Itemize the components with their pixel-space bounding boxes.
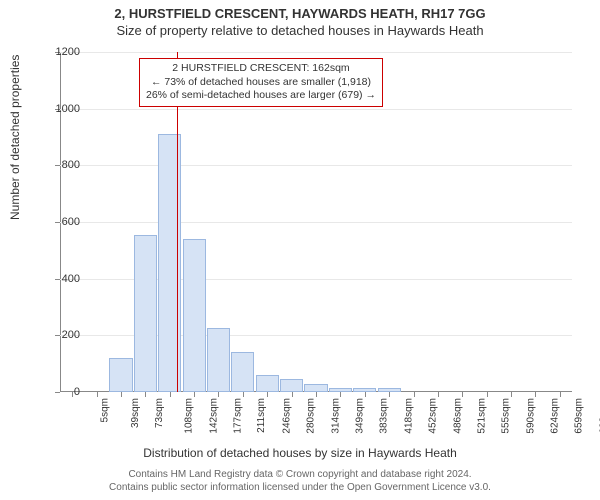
x-tick-label: 73sqm <box>154 398 165 428</box>
y-tick-label: 1200 <box>30 46 80 58</box>
x-tick-mark <box>389 392 390 397</box>
plot-area: 5sqm39sqm73sqm108sqm142sqm177sqm211sqm24… <box>60 52 572 392</box>
page-title: 2, HURSTFIELD CRESCENT, HAYWARDS HEATH, … <box>0 0 600 21</box>
histogram-bar <box>134 235 157 392</box>
grid-line <box>60 109 572 110</box>
x-tick-label: 383sqm <box>379 398 390 434</box>
footer-line-2: Contains public sector information licen… <box>0 482 600 495</box>
annotation-line: 2 HURSTFIELD CRESCENT: 162sqm <box>146 62 376 76</box>
x-tick-mark <box>414 392 415 397</box>
x-tick-label: 555sqm <box>501 398 512 434</box>
grid-line <box>60 52 572 53</box>
x-tick-label: 246sqm <box>281 398 292 434</box>
annotation-line: 26% of semi-detached houses are larger (… <box>146 89 376 103</box>
x-tick-label: 108sqm <box>184 398 195 434</box>
x-tick-mark <box>243 392 244 397</box>
x-axis-title: Distribution of detached houses by size … <box>0 446 600 460</box>
x-tick-mark <box>560 392 561 397</box>
histogram-bar <box>280 379 303 392</box>
x-tick-label: 486sqm <box>452 398 463 434</box>
x-tick-label: 314sqm <box>330 398 341 434</box>
histogram-bar <box>207 328 230 392</box>
x-tick-label: 659sqm <box>574 398 585 434</box>
x-tick-mark <box>365 392 366 397</box>
x-tick-mark <box>292 392 293 397</box>
histogram-bar <box>109 358 132 392</box>
x-tick-mark <box>194 392 195 397</box>
grid-line <box>60 222 572 223</box>
x-tick-label: 349sqm <box>355 398 366 434</box>
x-tick-mark <box>340 392 341 397</box>
x-tick-mark <box>316 392 317 397</box>
x-tick-mark <box>462 392 463 397</box>
y-tick-label: 400 <box>30 273 80 285</box>
x-tick-label: 39sqm <box>130 398 141 428</box>
y-tick-label: 0 <box>30 386 80 398</box>
x-tick-label: 5sqm <box>100 398 111 422</box>
y-tick-label: 800 <box>30 159 80 171</box>
x-tick-label: 280sqm <box>306 398 317 434</box>
x-tick-label: 521sqm <box>476 398 487 434</box>
x-tick-mark <box>438 392 439 397</box>
x-tick-label: 211sqm <box>256 398 267 433</box>
x-tick-mark <box>218 392 219 397</box>
x-tick-mark <box>97 392 98 397</box>
grid-line <box>60 165 572 166</box>
annotation-box: 2 HURSTFIELD CRESCENT: 162sqm← 73% of de… <box>139 58 383 107</box>
histogram-bar <box>256 375 279 392</box>
footer-attribution: Contains HM Land Registry data © Crown c… <box>0 469 600 494</box>
x-tick-label: 452sqm <box>428 398 439 434</box>
histogram-bar <box>304 384 327 393</box>
y-tick-label: 600 <box>30 216 80 228</box>
x-tick-label: 177sqm <box>233 398 244 434</box>
x-tick-mark <box>511 392 512 397</box>
histogram-bar <box>183 239 206 392</box>
x-tick-mark <box>121 392 122 397</box>
page-subtitle: Size of property relative to detached ho… <box>0 21 600 38</box>
x-tick-mark <box>535 392 536 397</box>
y-axis-title: Number of detached properties <box>8 55 22 220</box>
chart-container: 2, HURSTFIELD CRESCENT, HAYWARDS HEATH, … <box>0 0 600 500</box>
x-tick-label: 624sqm <box>550 398 561 434</box>
x-tick-mark <box>267 392 268 397</box>
footer-line-1: Contains HM Land Registry data © Crown c… <box>0 469 600 482</box>
x-tick-label: 142sqm <box>208 398 219 434</box>
x-tick-mark <box>145 392 146 397</box>
y-tick-label: 200 <box>30 329 80 341</box>
y-tick-label: 1000 <box>30 103 80 115</box>
histogram-bar <box>231 352 254 392</box>
x-tick-mark <box>487 392 488 397</box>
x-tick-mark <box>170 392 171 397</box>
x-tick-label: 418sqm <box>403 398 414 434</box>
x-tick-label: 590sqm <box>525 398 536 434</box>
annotation-line: ← 73% of detached houses are smaller (1,… <box>146 76 376 90</box>
